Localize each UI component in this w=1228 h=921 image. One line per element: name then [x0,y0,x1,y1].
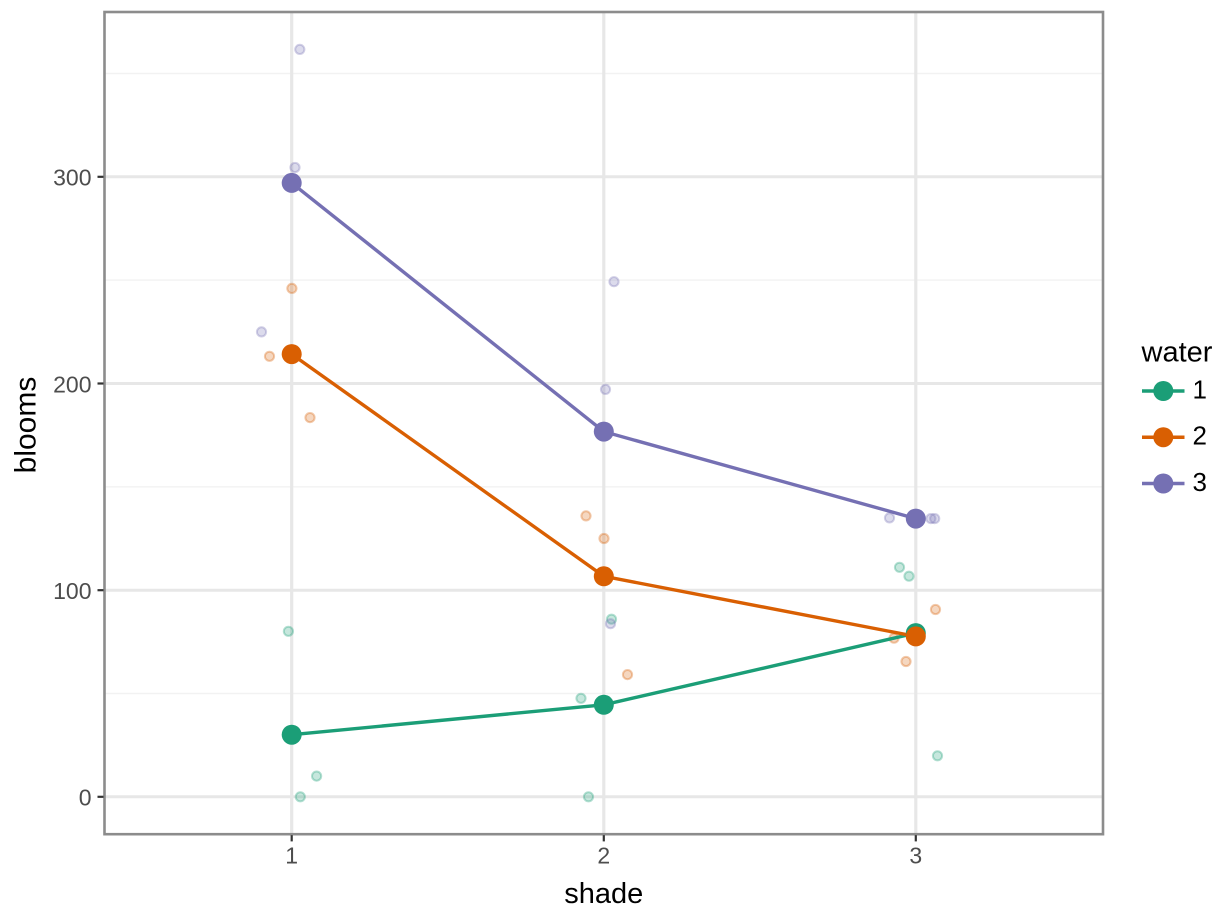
svg-text:200: 200 [53,371,91,397]
svg-text:2: 2 [1193,421,1207,451]
svg-text:100: 100 [53,578,91,604]
svg-text:1: 1 [285,843,298,869]
svg-text:blooms: blooms [10,377,43,474]
svg-text:water: water [1141,337,1213,369]
svg-text:0: 0 [79,785,92,811]
svg-text:shade: shade [564,878,643,910]
svg-text:3: 3 [909,843,922,869]
svg-text:300: 300 [53,165,91,191]
svg-text:3: 3 [1193,467,1207,497]
svg-text:2: 2 [597,843,610,869]
svg-text:1: 1 [1193,375,1207,405]
